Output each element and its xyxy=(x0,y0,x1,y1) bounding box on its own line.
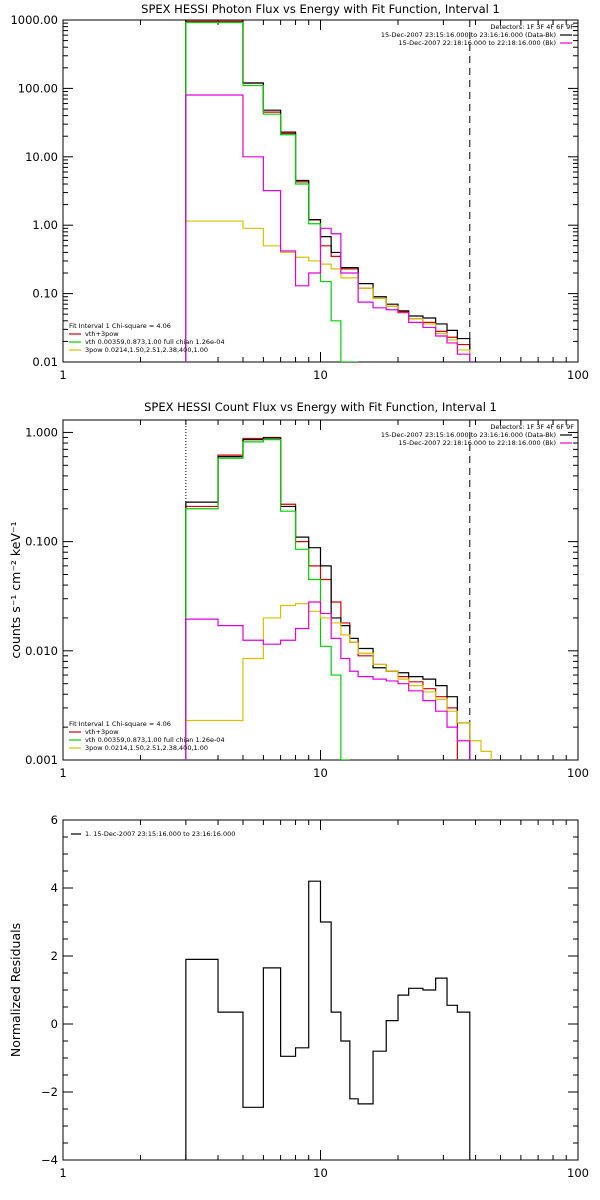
chart-panel-2: SPEX HESSI Count Flux vs Energy with Fit… xyxy=(8,400,589,780)
series-vth xyxy=(185,438,350,760)
chart-panel-3: Normalized Residuals 1 10 100 6 4 2 0 −2 −4 1. 15-… xyxy=(8,813,589,1180)
y-tick-label: 10.00 xyxy=(25,150,58,164)
series-data xyxy=(185,437,471,760)
series-bk xyxy=(185,94,471,362)
y-tick-label: 1000.00 xyxy=(10,13,58,27)
series-vth xyxy=(185,21,359,362)
legend-top-text: Detectors: 1F 3F 4F 6F 9F xyxy=(490,423,574,431)
x-tick-label: 10 xyxy=(313,1166,328,1180)
y-tick-label: 0.001 xyxy=(25,753,58,767)
legend-top-text: Detectors: 1F 3F 4F 6F 9F xyxy=(490,23,574,31)
series-total xyxy=(185,20,471,362)
y-tick-label: 0.010 xyxy=(25,644,58,658)
chart-panel-1: SPEX HESSI Photon Flux vs Energy with Fi… xyxy=(10,2,589,382)
y-tick-label: 0 xyxy=(51,1017,58,1031)
y-tick-label: 100.00 xyxy=(18,81,58,95)
plot-frame xyxy=(62,19,579,363)
x-tick-label: 10 xyxy=(313,368,328,382)
legend-bottom-text: vth+3pow xyxy=(85,728,119,736)
x-tick-label: 10 xyxy=(313,766,328,780)
x-tick-label: 100 xyxy=(567,766,589,780)
y-tick-label: −4 xyxy=(41,1153,58,1167)
y-tick-label: 0.100 xyxy=(25,535,58,549)
legend-bottom-text: Fit Interval 1 Chi-square = 4.06 xyxy=(69,720,171,728)
x-tick-label: 1 xyxy=(59,368,66,382)
chart-title: SPEX HESSI Count Flux vs Energy with Fit… xyxy=(144,400,497,414)
x-tick-label: 1 xyxy=(59,766,66,780)
y-tick-label: 6 xyxy=(51,813,58,827)
legend-bottom-text: 3pow 0.0214,1.50,2.51,2.38,400,1.00 xyxy=(85,744,208,752)
series-pow xyxy=(185,603,492,760)
y-tick-label: 1.000 xyxy=(25,425,58,439)
x-tick-label: 100 xyxy=(567,1166,589,1180)
series-data xyxy=(185,880,471,1160)
x-tick-label: 1 xyxy=(59,1166,66,1180)
legend-top-text: 15-Dec-2007 23:15:16.000 to 23:16:16.000… xyxy=(381,31,556,39)
legend-bottom-text: vth 0.00359,0.873,1.00 full chian 1.26e-… xyxy=(85,338,225,346)
series-total xyxy=(185,436,458,760)
legend-text: 1. 15-Dec-2007 23:15:16.000 to 23:16:16.… xyxy=(85,830,235,838)
y-axis-label: counts s⁻¹ cm⁻² keV⁻¹ xyxy=(8,521,23,658)
y-tick-label: 4 xyxy=(51,881,58,895)
y-tick-label: 2 xyxy=(51,949,58,963)
legend-bottom-text: vth+3pow xyxy=(85,330,119,338)
legend-top-text: 15-Dec-2007 23:15:16.000 to 23:16:16.000… xyxy=(381,431,556,439)
y-axis-label: Normalized Residuals xyxy=(8,923,23,1057)
y-tick-label: 0.01 xyxy=(32,355,58,369)
legend-top-text: 15-Dec-2007 22:18:16.000 to 22:18:16.000… xyxy=(399,39,557,47)
legend-bottom-text: vth 0.00359,0.873,1.00 full chian 1.26e-… xyxy=(85,736,225,744)
plot-frame xyxy=(62,819,579,1161)
series-data xyxy=(185,20,471,362)
series-pow xyxy=(185,220,471,362)
chart-title: SPEX HESSI Photon Flux vs Energy with Fi… xyxy=(141,2,500,16)
legend-bottom-text: Fit Interval 1 Chi-square = 4.06 xyxy=(69,322,171,330)
y-tick-label: 1.00 xyxy=(32,218,58,232)
x-tick-label: 100 xyxy=(567,368,589,382)
legend-top-text: 15-Dec-2007 22:18:16.000 to 22:18:16.000… xyxy=(399,439,557,447)
legend-bottom-text: 3pow 0.0214,1.50,2.51,2.38,400,1.00 xyxy=(85,346,208,354)
series-bk xyxy=(185,601,471,760)
y-tick-label: −2 xyxy=(41,1085,58,1099)
y-tick-label: 0.10 xyxy=(32,287,58,301)
